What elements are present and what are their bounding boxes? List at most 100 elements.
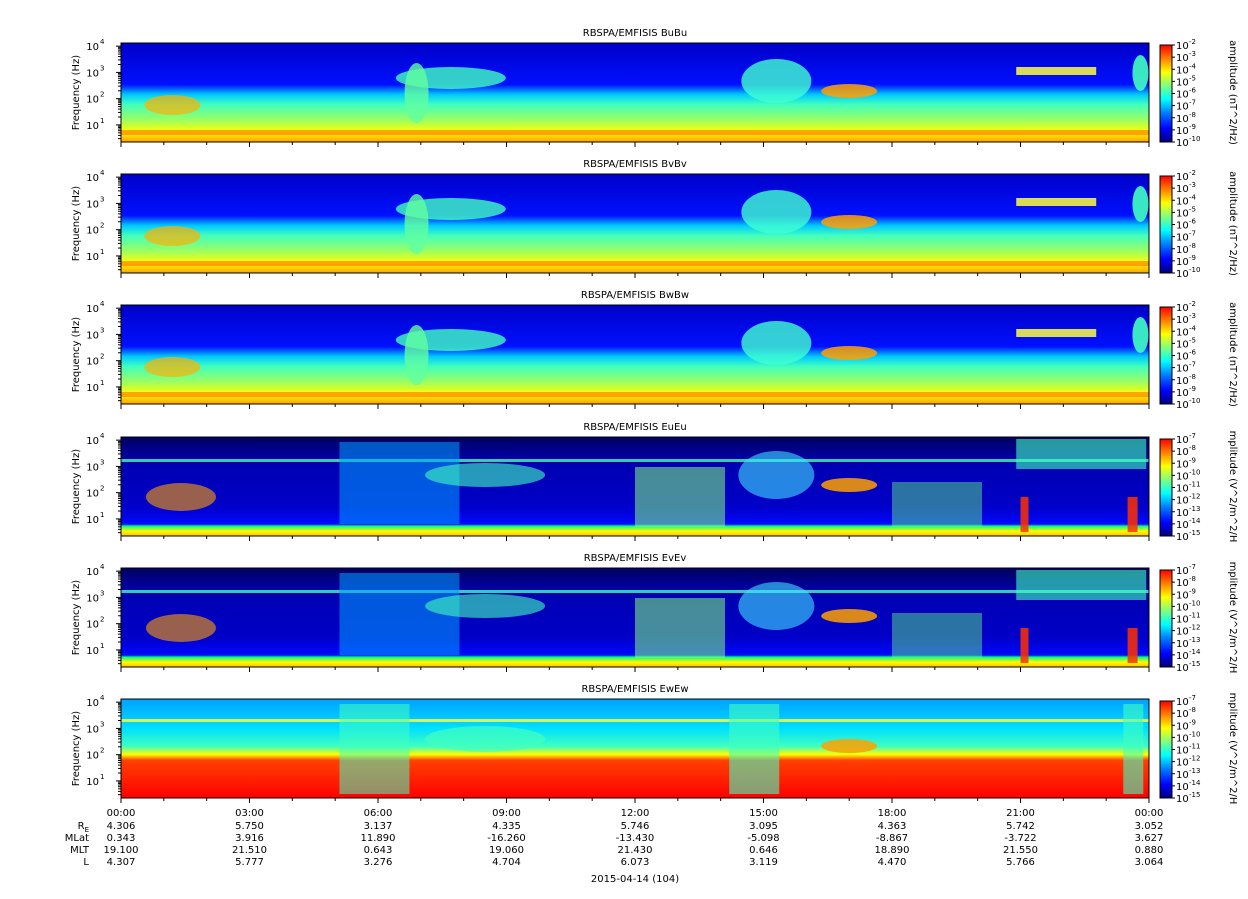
emission-feature	[1016, 198, 1097, 206]
emission-feature	[1020, 497, 1029, 532]
y-tick-label: 10	[86, 515, 99, 526]
colorbar-tick-exponent: -3	[1189, 181, 1196, 189]
ephemeris-value: -8.867	[876, 833, 908, 844]
colorbar-tick-label: 10	[1176, 221, 1189, 232]
ephemeris-value: 3.627	[1135, 833, 1164, 844]
colorbar-tick-label: 10	[1176, 327, 1189, 338]
y-tick-label: 10	[86, 226, 99, 237]
panel-title: RBSPA/EMFISIS EvEv	[584, 553, 687, 564]
colorbar-label: mplitude (V^2/m^2/H	[1227, 693, 1238, 805]
colorbar-tick-exponent: -11	[1189, 612, 1200, 620]
emission-feature	[1020, 628, 1029, 663]
ephemeris-value: 3.095	[749, 821, 778, 832]
emission-feature	[425, 463, 546, 487]
emission-feature	[144, 226, 201, 246]
emission-feature	[1132, 186, 1149, 222]
spectrogram-image	[121, 699, 1149, 798]
low-frequency-band	[121, 392, 1149, 397]
emission-feature	[741, 59, 812, 103]
colorbar-tick-exponent: -7	[1189, 694, 1196, 702]
y-tick-exponent: 1	[100, 117, 104, 125]
colorbar-gradient	[1159, 306, 1173, 405]
y-axis-label: Frequency (Hz)	[71, 55, 82, 131]
y-tick-label: 10	[86, 121, 99, 132]
colorbar-tick-exponent: -8	[1189, 242, 1196, 250]
colorbar-tick-label: 10	[1176, 615, 1189, 626]
ephemeris-value: 5.742	[1006, 821, 1035, 832]
x-tick-label: 00:00	[1135, 808, 1164, 819]
emission-feature	[821, 478, 878, 492]
ephemeris-row-label: MLT	[70, 845, 90, 856]
y-tick-exponent: 4	[100, 694, 105, 702]
ephemeris-value: 0.343	[107, 833, 136, 844]
colorbar-tick-exponent: -2	[1189, 169, 1196, 177]
colorbar-gradient	[1159, 44, 1173, 143]
colorbar-gradient	[1159, 569, 1173, 668]
colorbar-tick-exponent: -6	[1189, 87, 1197, 95]
ephemeris-value: 4.470	[878, 857, 907, 868]
colorbar-tick-label: 10	[1176, 315, 1189, 326]
emission-feature	[729, 704, 780, 794]
ephemeris-value: 3.052	[1135, 821, 1164, 832]
y-tick-exponent: 4	[100, 300, 105, 308]
spectrogram-image	[121, 305, 1149, 404]
colorbar-tick-exponent: -8	[1189, 444, 1196, 452]
colorbar-label: mplitude (V^2/m^2/H	[1227, 431, 1238, 543]
y-axis-label: Frequency (Hz)	[71, 580, 82, 656]
y-tick-exponent: 2	[100, 353, 104, 361]
ephemeris-value: 3.064	[1135, 857, 1164, 868]
emission-feature	[892, 613, 982, 658]
colorbar-tick-exponent: -12	[1189, 493, 1200, 501]
y-tick-label: 10	[86, 68, 99, 79]
colorbar-tick-label: 10	[1176, 758, 1189, 769]
colorbar-tick-label: 10	[1176, 65, 1189, 76]
y-tick-label: 10	[86, 173, 99, 184]
x-tick-label: 21:00	[1006, 808, 1035, 819]
emission-feature	[635, 467, 725, 527]
line-emission	[121, 590, 1149, 593]
ephemeris-value: 4.363	[878, 821, 907, 832]
colorbar-tick-exponent: -12	[1189, 755, 1200, 763]
emission-feature	[1016, 570, 1147, 600]
colorbar-tick-label: 10	[1176, 269, 1189, 280]
colorbar-tick-label: 10	[1176, 447, 1189, 458]
emission-feature	[741, 190, 812, 234]
colorbar-tick-label: 10	[1176, 578, 1189, 589]
colorbar-tick-exponent: -13	[1189, 636, 1200, 644]
colorbar-tick-exponent: -13	[1189, 505, 1200, 513]
emission-feature	[821, 215, 878, 229]
colorbar-tick-label: 10	[1176, 41, 1189, 52]
y-tick-exponent: 2	[100, 222, 104, 230]
emission-feature	[425, 726, 546, 752]
colorbar-tick-exponent: -6	[1189, 218, 1197, 226]
colorbar-tick-exponent: -10	[1189, 468, 1200, 476]
colorbar-tick-exponent: -14	[1189, 517, 1201, 525]
colorbar-gradient	[1159, 700, 1173, 799]
colorbar-tick-exponent: -9	[1189, 123, 1196, 131]
colorbar-tick-exponent: -3	[1189, 312, 1196, 320]
colorbar-tick-exponent: -10	[1189, 599, 1200, 607]
y-tick-label: 10	[86, 751, 99, 762]
emission-feature	[1016, 439, 1147, 469]
ephemeris-value: 6.073	[621, 857, 650, 868]
ephemeris-value: 11.890	[361, 833, 396, 844]
colorbar-tick-label: 10	[1176, 721, 1189, 732]
colorbar-tick-exponent: -8	[1189, 575, 1196, 583]
emission-feature	[821, 84, 878, 98]
emission-feature	[1132, 55, 1149, 91]
colorbar-tick-exponent: -7	[1189, 230, 1196, 238]
colorbar-tick-label: 10	[1176, 303, 1189, 314]
y-tick-exponent: 2	[100, 747, 104, 755]
colorbar-tick-label: 10	[1176, 138, 1189, 149]
y-axis-label: Frequency (Hz)	[71, 186, 82, 262]
colorbar-tick-label: 10	[1176, 733, 1189, 744]
date-label: 2015-04-14 (104)	[591, 874, 679, 885]
ephemeris-value: 3.276	[364, 857, 393, 868]
colorbar-tick-label: 10	[1176, 352, 1189, 363]
colorbar-tick-label: 10	[1176, 459, 1189, 470]
ephemeris-value: 4.335	[492, 821, 521, 832]
colorbar-tick-exponent: -10	[1189, 135, 1200, 143]
